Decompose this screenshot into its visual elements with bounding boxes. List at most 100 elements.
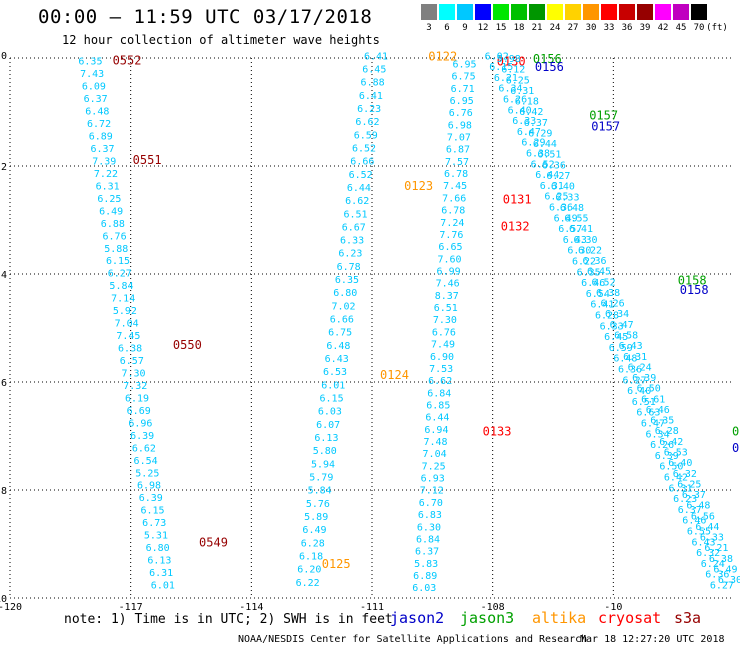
swh-value: 6.84 [416, 534, 440, 545]
swh-value: 5.80 [313, 446, 337, 457]
lon-tick-label: -108 [481, 602, 505, 613]
swh-value: 7.53 [429, 364, 453, 375]
swh-value: 6.23 [338, 249, 362, 260]
swh-value: 7.02 [331, 301, 355, 312]
swh-value: 6.47 [610, 320, 634, 331]
swh-value: 6.70 [419, 498, 443, 509]
track-time-label: 0157 [589, 109, 618, 123]
swh-value: 6.40 [551, 182, 575, 193]
page-subtitle: 12 hour collection of altimeter wave hei… [62, 33, 380, 47]
track-time-label: 0550 [173, 338, 202, 352]
swh-value: 6.90 [430, 352, 454, 363]
swh-value: 6.21 [704, 543, 728, 554]
swh-value: 6.27 [108, 269, 132, 280]
swh-value: 6.54 [586, 289, 610, 300]
scale-swatch-24 [547, 4, 563, 20]
swh-value: 6.25 [677, 479, 701, 490]
track-time-label: 0158 [680, 283, 709, 297]
swh-value: 6.57 [120, 356, 144, 367]
swh-value: 6.98 [137, 481, 161, 492]
swh-value: 6.48 [686, 501, 710, 512]
lat-tick-label: -8 [0, 486, 7, 497]
swh-value: 6.09 [82, 82, 106, 93]
swh-value: 6.45 [362, 64, 386, 75]
track-s3a: 6.357.436.096.376.486.726.896.377.397.22… [78, 54, 228, 592]
swh-value: 6.30 [417, 522, 441, 533]
swh-value: 6.66 [350, 157, 374, 168]
swh-value: 6.22 [572, 257, 596, 268]
track-time-label: 0156 [535, 60, 564, 74]
swh-value: 6.49 [302, 525, 326, 536]
swh-value: 6.03 [318, 407, 342, 418]
swh-value: 6.39 [139, 493, 163, 504]
track-time-label: 0122 [428, 49, 457, 63]
swh-value: 6.87 [446, 145, 470, 156]
generated-timestamp: Mar 18 12:27:20 UTC 2018 [580, 634, 725, 645]
swh-value: 6.73 [142, 518, 166, 529]
swh-value: 6.47 [517, 127, 541, 138]
swh-value: 7.24 [440, 218, 464, 229]
swh-value: 6.63 [636, 408, 660, 419]
swh-value: 7.49 [431, 340, 455, 351]
swh-value: 6.24 [628, 362, 652, 373]
scale-swatch-12 [475, 4, 491, 20]
swh-value: 6.44 [535, 170, 559, 181]
scale-label-27: 27 [567, 23, 579, 33]
swh-value: 6.13 [314, 433, 338, 444]
swh-value: 6.27 [546, 171, 570, 182]
swh-value: 7.76 [439, 230, 463, 241]
swh-value: 6.51 [434, 303, 458, 314]
swh-value: 6.36 [618, 365, 642, 376]
lat-tick-label: -2 [0, 162, 7, 173]
swh-value: 6.88 [361, 78, 385, 89]
swh-value: 6.41 [590, 300, 614, 311]
track-time-label: 0132 [501, 219, 530, 233]
swh-value: 6.88 [101, 219, 125, 230]
swh-value: 6.29 [521, 138, 545, 149]
swh-value: 7.43 [80, 69, 104, 80]
swh-value: 6.34 [646, 429, 670, 440]
swh-value: 6.38 [118, 344, 142, 355]
swh-value: 6.98 [448, 120, 472, 131]
swh-value: 6.30 [567, 246, 591, 257]
swh-value: 7.30 [121, 368, 145, 379]
swh-value: 6.53 [664, 447, 688, 458]
swh-value: 6.40 [627, 386, 651, 397]
credit-line: NOAA/NESDIS Center for Satellite Applica… [238, 634, 588, 645]
swh-value: 6.34 [498, 84, 522, 95]
page-title: 00:00 – 11:59 UTC 03/17/2018 [38, 6, 373, 28]
track-altika: 6.41 6.45 6.88 6.41 6.23 6.62 6.59 6.52 6.66 6.52… [296, 49, 458, 589]
scale-label-70: 70 [693, 23, 705, 33]
swh-value: 6.22 [296, 578, 320, 589]
swh-value: 6.41 [569, 224, 593, 235]
swh-value: 7.04 [115, 319, 139, 330]
swh-value: 5.94 [311, 459, 335, 470]
swh-value: 6.30 [573, 235, 597, 246]
swh-value: 6.39 [655, 451, 679, 462]
swh-value: 6.45 [604, 332, 628, 343]
scale-swatch-15 [493, 4, 509, 20]
scale-swatch-18 [511, 4, 527, 20]
swh-value: 6.01 [321, 380, 345, 391]
swh-value: 6.47 [641, 419, 665, 430]
scale-swatch-9 [457, 4, 473, 20]
track-jason3: 5.986.126.256.316.186.426.376.296.446.51… [497, 52, 740, 586]
swh-value: 5.76 [306, 499, 330, 510]
swh-value: 6.62 [355, 117, 379, 128]
swh-value: 6.55 [564, 214, 588, 225]
map-grid [9, 57, 734, 599]
swh-value: 6.51 [343, 209, 367, 220]
swh-value: 6.76 [449, 108, 473, 119]
swh-value: 6.40 [668, 458, 692, 469]
swh-value: 6.78 [441, 206, 465, 217]
swh-value: 7.48 [423, 437, 447, 448]
swh-value: 6.43 [691, 537, 715, 548]
swh-value: 6.48 [560, 203, 584, 214]
scale-swatch-42 [655, 4, 671, 20]
swh-value: 7.22 [94, 169, 118, 180]
scale-label-39: 39 [639, 23, 651, 33]
swh-value: 6.49 [713, 564, 737, 575]
swh-value: 6.46 [682, 516, 706, 527]
swh-value: 6.37 [524, 118, 548, 129]
swh-value: 5.88 [104, 244, 128, 255]
